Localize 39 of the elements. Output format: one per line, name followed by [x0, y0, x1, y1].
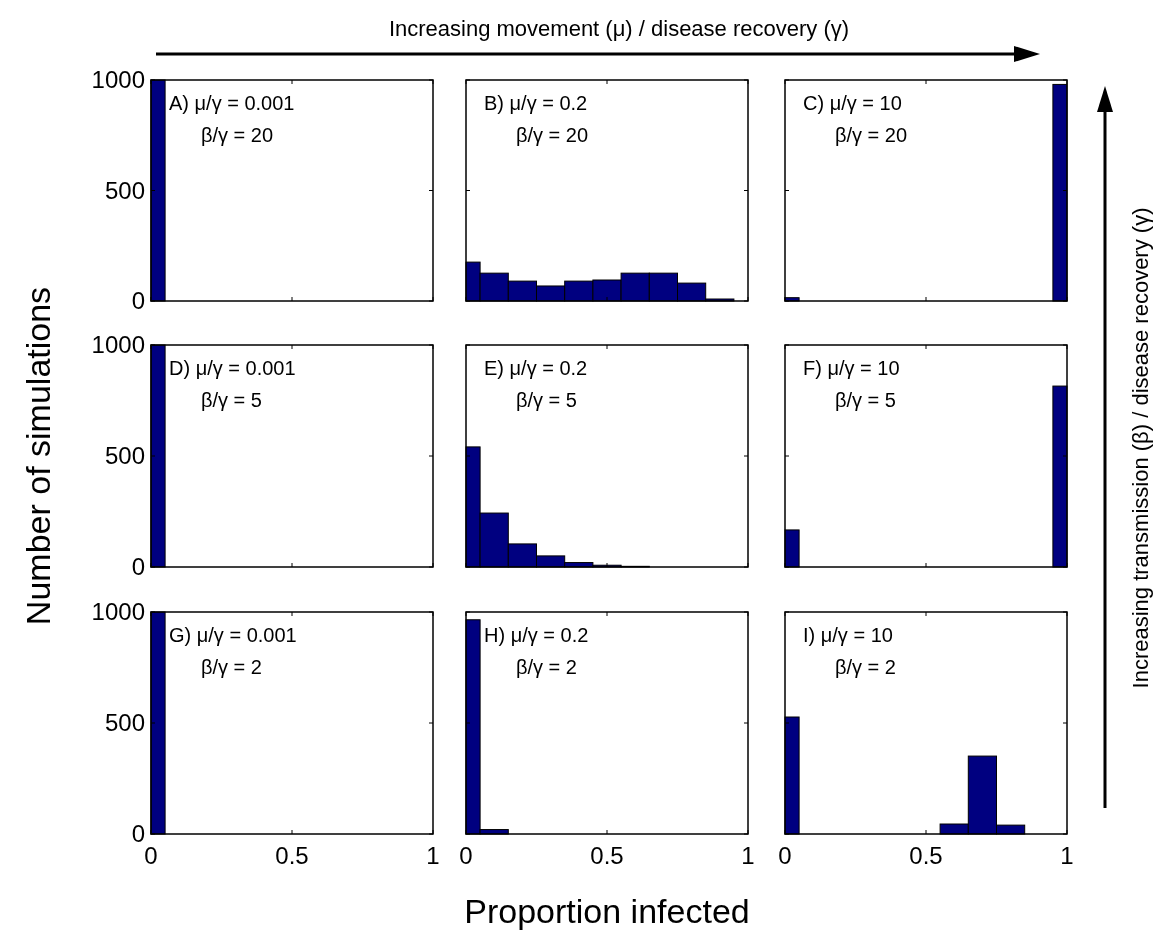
annotation: β/γ = 5 [201, 389, 262, 411]
annotation: A) μ/γ = 0.001 [169, 92, 295, 114]
y-tick-label: 500 [104, 176, 145, 204]
y-tick-label: 500 [104, 442, 145, 470]
y-tick-label: 500 [104, 709, 145, 737]
x-tick-label: 1 [1060, 842, 1074, 869]
x-tick-label: 1 [426, 842, 440, 869]
x-tick-label: 1 [741, 842, 755, 869]
annotation: G) μ/γ = 0.001 [169, 624, 297, 646]
y-tick-label: 0 [131, 553, 145, 581]
annotation: β/γ = 5 [835, 389, 896, 411]
annotation: E) μ/γ = 0.2 [484, 357, 588, 379]
annotation: I) μ/γ = 10 [803, 624, 893, 646]
x-tick-label: 0 [459, 842, 473, 869]
y-tick-label: 1000 [91, 598, 145, 626]
annotation: F) μ/γ = 10 [803, 357, 900, 379]
y-tick-label: 0 [131, 287, 145, 315]
y2-axis-title: Increasing transmission (β) / disease recovery (γ) [1128, 207, 1153, 689]
annotation: β/γ = 2 [516, 656, 577, 678]
y-axis-title: Number of simulations [19, 286, 57, 626]
x2-axis-title: Increasing movement (μ) / disease recovery (γ) [388, 16, 850, 41]
annotation: β/γ = 2 [835, 656, 896, 678]
annotation: β/γ = 20 [201, 124, 274, 146]
annotation: C) μ/γ = 10 [803, 92, 902, 114]
annotation: β/γ = 20 [516, 124, 589, 146]
x-axis-title: Proportion infected [464, 892, 750, 930]
x-tick-label: 0.5 [275, 842, 309, 869]
annotation: β/γ = 2 [201, 656, 262, 678]
x-tick-label: 0 [778, 842, 792, 869]
x-tick-label: 0.5 [909, 842, 943, 869]
y-tick-label: 0 [131, 820, 145, 848]
annotation: D) μ/γ = 0.001 [169, 357, 296, 379]
annotation: β/γ = 5 [516, 389, 577, 411]
annotation: H) μ/γ = 0.2 [484, 624, 589, 646]
annotation: β/γ = 20 [835, 124, 908, 146]
x-tick-label: 0.5 [590, 842, 624, 869]
y-tick-label: 1000 [91, 66, 145, 94]
y-tick-label: 1000 [91, 331, 145, 359]
annotation: B) μ/γ = 0.2 [484, 92, 588, 114]
